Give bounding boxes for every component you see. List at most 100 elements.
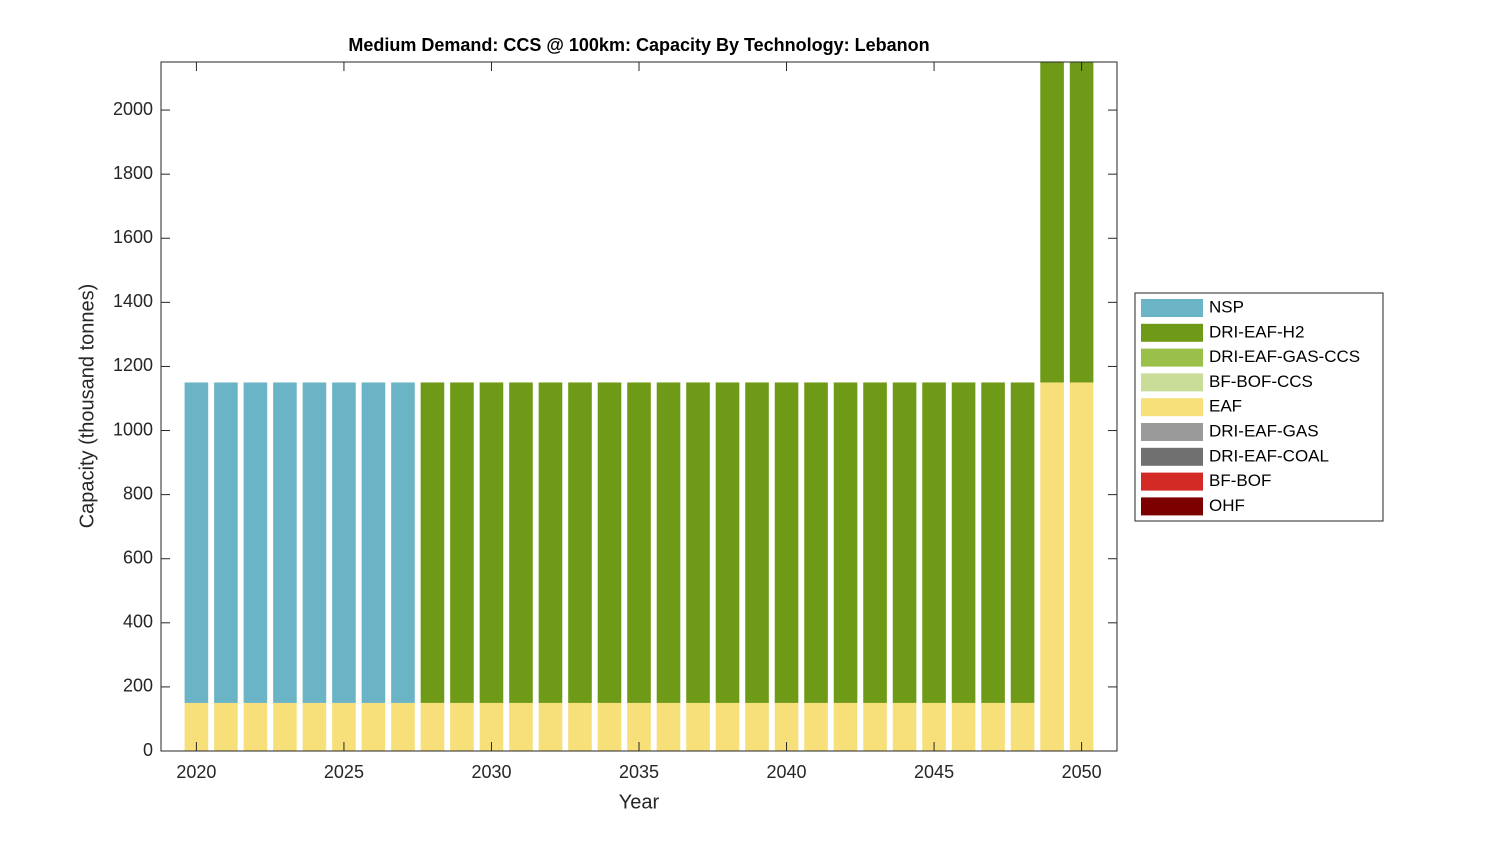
- bar-segment: [538, 702, 563, 751]
- bar-segment: [361, 702, 386, 751]
- bar-segment: [922, 702, 946, 751]
- bar-segment: [538, 382, 563, 703]
- bar-segment: [243, 702, 268, 751]
- bar-segment: [656, 382, 681, 703]
- legend-swatch: [1141, 447, 1203, 466]
- bar-segment: [302, 382, 327, 703]
- legend-label: DRI-EAF-COAL: [1209, 446, 1329, 465]
- bar-segment: [391, 702, 415, 751]
- bar-segment: [597, 382, 622, 703]
- bar-segment: [420, 382, 445, 703]
- legend-label: BF-BOF-CCS: [1209, 372, 1313, 391]
- legend-label: BF-BOF: [1209, 471, 1271, 490]
- bar-segment: [774, 382, 799, 703]
- bar-segment: [479, 702, 504, 751]
- legend-label: DRI-EAF-GAS: [1209, 421, 1319, 440]
- y-tick-label: 200: [123, 676, 153, 696]
- legend-label: EAF: [1209, 397, 1242, 416]
- bar-segment: [214, 702, 238, 751]
- y-axis-label: Capacity (thousand tonnes): [76, 284, 98, 529]
- legend-label: DRI-EAF-H2: [1209, 322, 1304, 341]
- x-tick-label: 2025: [324, 762, 364, 782]
- bar-segment: [332, 382, 356, 703]
- legend-swatch: [1141, 373, 1203, 392]
- bar-segment: [568, 702, 592, 751]
- bar-segment: [1010, 702, 1035, 751]
- x-tick-label: 2040: [767, 762, 807, 782]
- x-axis-label: Year: [619, 791, 660, 813]
- bar-segment: [627, 702, 651, 751]
- bar-segment: [597, 702, 622, 751]
- bar-segment: [302, 702, 327, 751]
- bar-segment: [656, 702, 681, 751]
- bar-segment: [1010, 382, 1035, 703]
- bar-segment: [922, 382, 946, 703]
- legend-swatch: [1141, 348, 1203, 367]
- y-tick-label: 1200: [113, 355, 153, 375]
- y-tick-label: 2000: [113, 99, 153, 119]
- bar-segment: [1069, 382, 1094, 751]
- bar-segment: [951, 382, 976, 703]
- y-tick-label: 1400: [113, 291, 153, 311]
- bar-segment: [243, 382, 268, 703]
- legend-swatch: [1141, 472, 1203, 491]
- bar-segment: [184, 702, 209, 751]
- bar-segment: [479, 382, 504, 703]
- x-tick-label: 2045: [914, 762, 954, 782]
- bar-segment: [214, 382, 238, 703]
- y-tick-label: 800: [123, 483, 153, 503]
- bar-segment: [745, 382, 769, 703]
- bar-segment: [863, 702, 887, 751]
- bar-segment: [804, 382, 828, 703]
- bar-segment: [686, 382, 710, 703]
- bar-segment: [715, 702, 740, 751]
- legend-label: OHF: [1209, 496, 1245, 515]
- bar-segment: [509, 702, 533, 751]
- legend-swatch: [1141, 323, 1203, 342]
- bar-segment: [686, 702, 710, 751]
- legend-label: NSP: [1209, 297, 1244, 316]
- y-tick-label: 1000: [113, 419, 153, 439]
- x-tick-label: 2050: [1062, 762, 1102, 782]
- bar-segment: [273, 702, 297, 751]
- bar-segment: [332, 702, 356, 751]
- bar-segment: [450, 702, 474, 751]
- chart-title: Medium Demand: CCS @ 100km: Capacity By …: [348, 35, 929, 55]
- legend-swatch: [1141, 497, 1203, 516]
- bar-segment: [420, 702, 445, 751]
- bar-segment: [273, 382, 297, 703]
- y-tick-label: 600: [123, 547, 153, 567]
- bar-segment: [627, 382, 651, 703]
- bars: [184, 62, 1094, 751]
- bar-segment: [833, 382, 858, 703]
- bar-segment: [892, 702, 917, 751]
- bar-segment: [715, 382, 740, 703]
- bar-segment: [774, 702, 799, 751]
- bar-segment: [1040, 62, 1064, 383]
- bar-segment: [892, 382, 917, 703]
- bar-segment: [450, 382, 474, 703]
- bar-segment: [981, 702, 1005, 751]
- x-tick-label: 2020: [176, 762, 216, 782]
- y-tick-label: 400: [123, 612, 153, 632]
- bar-segment: [568, 382, 592, 703]
- bar-segment: [951, 702, 976, 751]
- y-tick-label: 1800: [113, 163, 153, 183]
- bar-segment: [863, 382, 887, 703]
- bar-segment: [361, 382, 386, 703]
- bar-segment: [1069, 62, 1094, 383]
- bar-segment: [745, 702, 769, 751]
- bar-segment: [391, 382, 415, 703]
- legend-swatch: [1141, 398, 1203, 417]
- y-tick-label: 0: [143, 740, 153, 760]
- bar-segment: [804, 702, 828, 751]
- legend-label: DRI-EAF-GAS-CCS: [1209, 347, 1360, 366]
- y-tick-label: 1600: [113, 227, 153, 247]
- legend-swatch: [1141, 299, 1203, 317]
- bar-segment: [1040, 382, 1064, 751]
- bar-segment: [184, 382, 209, 703]
- bar-segment: [833, 702, 858, 751]
- x-tick-label: 2035: [619, 762, 659, 782]
